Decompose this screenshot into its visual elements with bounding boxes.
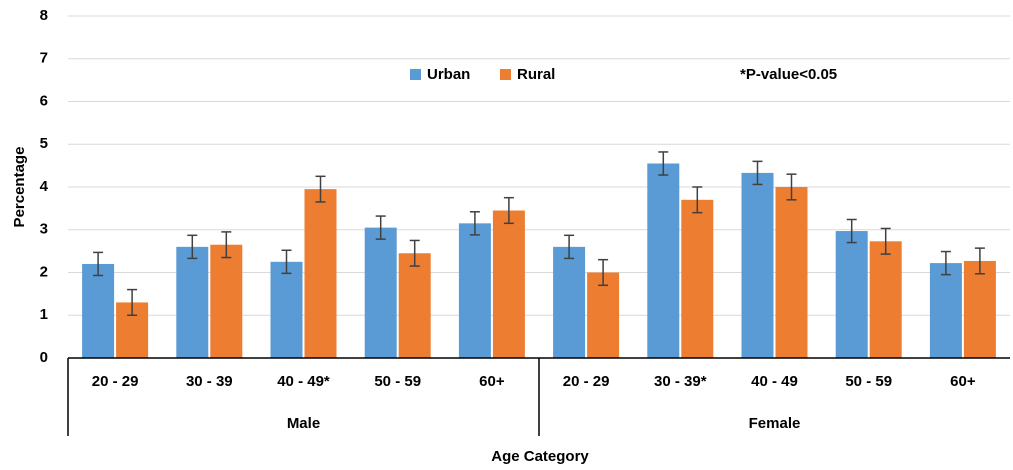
bar <box>963 260 996 358</box>
legend-swatch <box>500 69 511 80</box>
error-bar <box>658 151 669 176</box>
bar <box>210 244 243 358</box>
error-bar <box>786 173 797 201</box>
x-tick-label: 30 - 39* <box>654 373 707 390</box>
error-bar <box>469 211 480 236</box>
x-tick-label: 20 - 29 <box>92 373 139 390</box>
y-tick-label: 6 <box>40 92 48 109</box>
bar <box>835 231 868 358</box>
legend-label: Rural <box>517 66 555 83</box>
y-tick-label: 8 <box>40 7 48 24</box>
error-bar <box>315 175 326 203</box>
bar <box>553 246 586 358</box>
group-label: Male <box>287 415 320 432</box>
error-bar <box>281 249 292 275</box>
bar <box>741 172 774 358</box>
bar <box>458 223 491 358</box>
error-bar <box>375 215 386 240</box>
bar <box>775 187 808 358</box>
bar <box>647 163 680 358</box>
error-bar <box>940 250 951 276</box>
y-tick-label: 7 <box>40 50 48 67</box>
y-axis-label: Percentage <box>11 147 28 228</box>
bar <box>929 263 962 358</box>
group-label: Female <box>749 415 801 432</box>
bar <box>304 189 337 358</box>
x-axis-label: Age Category <box>491 448 589 465</box>
bar <box>176 246 209 358</box>
bar <box>364 227 397 358</box>
error-bar <box>564 234 575 260</box>
error-bar <box>598 258 609 287</box>
y-tick-label: 3 <box>40 221 48 238</box>
bar <box>82 263 115 358</box>
error-bar <box>127 288 138 316</box>
x-tick-label: 40 - 49 <box>751 373 798 390</box>
error-bar <box>752 160 763 186</box>
bar <box>587 272 620 358</box>
y-tick-label: 5 <box>40 135 48 152</box>
bar <box>398 253 431 358</box>
x-tick-label: 20 - 29 <box>563 373 610 390</box>
error-bar <box>974 247 985 275</box>
x-tick-label: 50 - 59 <box>374 373 421 390</box>
y-tick-label: 1 <box>40 306 48 323</box>
legend-label: Urban <box>427 66 470 83</box>
error-bar <box>409 239 420 267</box>
x-tick-label: 40 - 49* <box>277 373 330 390</box>
error-bar <box>692 186 703 214</box>
error-bar <box>846 218 857 244</box>
y-tick-label: 4 <box>40 178 49 195</box>
bar <box>681 199 714 358</box>
bar <box>492 210 525 358</box>
bar <box>270 261 303 358</box>
error-bar <box>187 234 198 260</box>
error-bar <box>880 227 891 255</box>
bar <box>869 241 902 358</box>
x-tick-label: 60+ <box>479 373 505 390</box>
legend-swatch <box>410 69 421 80</box>
error-bar <box>503 196 514 225</box>
error-bar <box>221 231 232 259</box>
x-tick-label: 60+ <box>950 373 976 390</box>
annotation: *P-value<0.05 <box>740 66 837 83</box>
x-tick-label: 30 - 39 <box>186 373 233 390</box>
y-tick-label: 2 <box>40 263 48 280</box>
error-bar <box>93 251 104 277</box>
x-tick-label: 50 - 59 <box>845 373 892 390</box>
y-tick-label: 0 <box>40 349 48 366</box>
